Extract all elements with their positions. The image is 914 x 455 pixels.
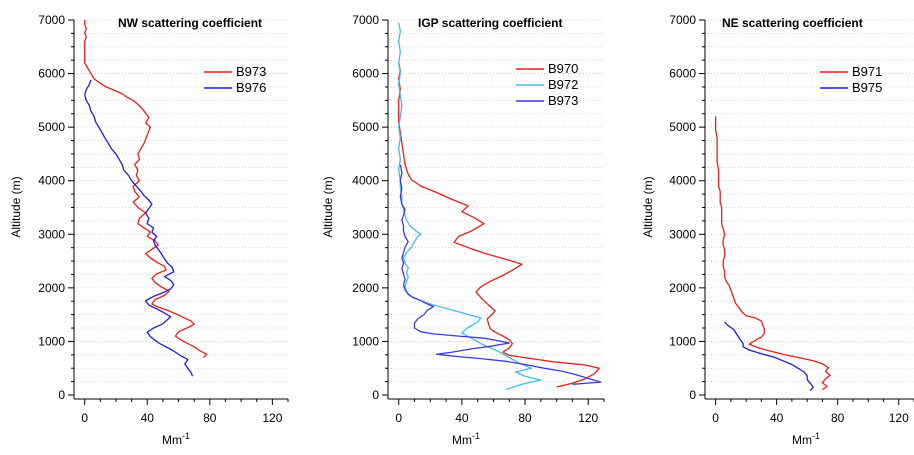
- legend-label-B976: B976: [236, 80, 266, 95]
- x-tick-label: 40: [141, 411, 155, 425]
- y-tick-label: 4000: [669, 174, 696, 188]
- series-line-B972: [398, 22, 542, 391]
- gridlines: [705, 19, 914, 383]
- y-tick-label: 6000: [352, 67, 379, 81]
- x-tick-label: 0: [395, 411, 402, 425]
- x-tick-label: 0: [81, 411, 88, 425]
- x-axis-label-exponent: -1: [812, 431, 820, 441]
- series-lines: [398, 22, 602, 391]
- y-tick-labels: 0 1000 2000 3000 4000 5000 6000 7000: [352, 13, 379, 402]
- x-axis-label-unit: Mm: [792, 433, 812, 447]
- x-tick-labels: 0 40 80 120: [712, 411, 909, 425]
- y-tick-label: 5000: [352, 120, 379, 134]
- legend-label-B973: B973: [236, 64, 266, 79]
- x-tick-label: 80: [518, 411, 532, 425]
- x-axis-label-unit: Mm: [162, 433, 182, 447]
- legend-label-B970: B970: [548, 61, 578, 76]
- x-tick-label: 120: [262, 411, 282, 425]
- y-tick-label: 3000: [352, 227, 379, 241]
- x-axis-label: Mm-1: [162, 431, 190, 447]
- y-tick-label: 7000: [38, 13, 65, 27]
- series-lines: [714, 116, 831, 392]
- y-tick-label: 2000: [669, 281, 696, 295]
- y-tick-label: 0: [689, 388, 696, 402]
- series-line-B971: [714, 116, 831, 391]
- y-tick-labels: 0 1000 2000 3000 4000 5000 6000 7000: [669, 13, 696, 402]
- panel-title: IGP scattering coefficient: [418, 16, 563, 30]
- x-axis-label: Mm-1: [792, 431, 820, 447]
- x-tick-label: 80: [831, 411, 845, 425]
- series-line-B973: [399, 164, 602, 385]
- y-tick-labels: 0 1000 2000 3000 4000 5000 6000 7000: [38, 13, 65, 402]
- x-axis-label-exponent: -1: [472, 431, 480, 441]
- x-tick-label: 80: [203, 411, 217, 425]
- panel-igp: 0 1000 2000 3000 4000 5000 6000 7000 0 40 80 120 I…: [321, 13, 605, 447]
- y-tick-label: 6000: [669, 67, 696, 81]
- y-tick-label: 6000: [38, 67, 65, 81]
- y-tick-label: 4000: [38, 174, 65, 188]
- y-tick-label: 5000: [669, 120, 696, 134]
- panel-title: NW scattering coefficient: [118, 16, 262, 30]
- y-tick-label: 0: [58, 388, 65, 402]
- y-tick-label: 3000: [669, 227, 696, 241]
- x-axis-label-unit: Mm: [452, 433, 472, 447]
- axes: [68, 19, 289, 405]
- x-tick-label: 40: [770, 411, 784, 425]
- legend-label-B973: B973: [548, 93, 578, 108]
- series-line-B970: [398, 62, 600, 388]
- gridlines: [388, 19, 604, 383]
- series-line-B973: [84, 20, 208, 358]
- x-tick-label: 120: [889, 411, 909, 425]
- x-axis-label: Mm-1: [452, 431, 480, 447]
- panel-ne: 0 1000 2000 3000 4000 5000 6000 7000 0 40 80 120 N…: [641, 13, 914, 447]
- y-tick-label: 3000: [38, 227, 65, 241]
- y-axis-label: Altitude (m): [9, 176, 23, 237]
- x-tick-label: 40: [455, 411, 469, 425]
- x-axis-label-exponent: -1: [182, 431, 190, 441]
- axes: [382, 19, 605, 405]
- x-tick-label: 120: [578, 411, 598, 425]
- x-tick-label: 0: [712, 411, 719, 425]
- panel-title: NE scattering coefficient: [722, 16, 863, 30]
- y-axis-label: Altitude (m): [641, 176, 655, 237]
- legend-label-B975: B975: [852, 80, 882, 95]
- y-tick-label: 7000: [669, 13, 696, 27]
- y-tick-label: 4000: [352, 174, 379, 188]
- y-tick-label: 0: [372, 388, 379, 402]
- y-tick-label: 2000: [38, 281, 65, 295]
- panel-nw: 0 1000 2000 3000 4000 5000 6000 7000 0 40 80 120 N…: [9, 13, 289, 447]
- y-tick-label: 5000: [38, 120, 65, 134]
- y-tick-label: 1000: [38, 334, 65, 348]
- y-tick-label: 1000: [669, 334, 696, 348]
- legend-label-B972: B972: [548, 77, 578, 92]
- axes: [699, 19, 914, 405]
- series-line-B975: [724, 321, 814, 392]
- series-lines: [84, 20, 208, 377]
- y-tick-label: 2000: [352, 281, 379, 295]
- series-line-B976: [84, 79, 194, 377]
- x-tick-labels: 0 40 80 120: [81, 411, 282, 425]
- x-tick-labels: 0 40 80 120: [395, 411, 598, 425]
- legend-label-B971: B971: [852, 64, 882, 79]
- y-tick-label: 1000: [352, 334, 379, 348]
- y-tick-label: 7000: [352, 13, 379, 27]
- y-axis-label: Altitude (m): [321, 176, 335, 237]
